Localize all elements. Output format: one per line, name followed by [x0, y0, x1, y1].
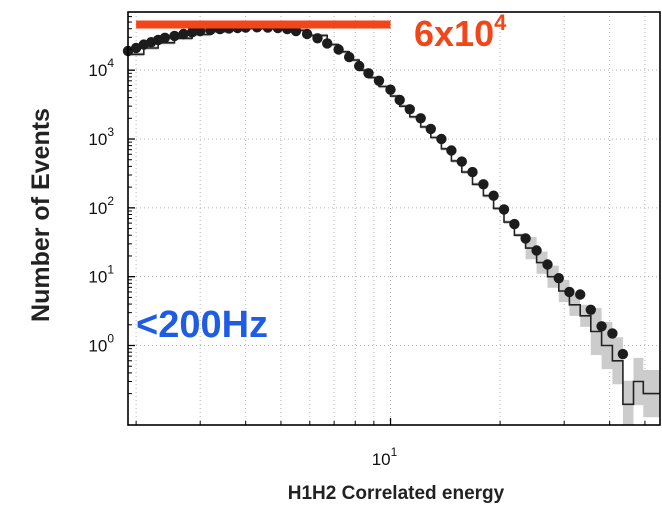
data-point [575, 289, 586, 300]
data-point [553, 273, 564, 284]
data-point [301, 28, 313, 40]
data-point [394, 94, 405, 106]
data-point [467, 166, 478, 178]
peak-label: 6x104 [414, 10, 507, 54]
data-point [585, 304, 596, 315]
data-point [385, 84, 396, 95]
y-tick-label: 100 [88, 332, 114, 356]
data-point [312, 33, 323, 44]
data-point [446, 145, 457, 156]
data-point [617, 348, 629, 360]
y-tick-label: 101 [88, 263, 114, 287]
band-label: <200Hz [136, 304, 268, 346]
data-point [363, 68, 374, 79]
y-tick-label: 103 [88, 125, 114, 149]
x-tick-label: 101 [372, 445, 398, 469]
grid [128, 12, 660, 425]
data-point [478, 179, 489, 190]
data-point [344, 51, 355, 63]
annotations: 6x104 <200Hz [136, 10, 507, 346]
data-point [354, 60, 365, 72]
data-point [404, 104, 415, 115]
data-point [596, 321, 607, 332]
data-point [564, 286, 575, 298]
data-point [333, 44, 344, 55]
data-point [322, 38, 333, 49]
data-point [456, 156, 467, 167]
data-point [542, 259, 553, 270]
data-point [498, 204, 510, 215]
data-point [178, 28, 189, 40]
data-point [415, 113, 426, 124]
y-tick-label: 104 [88, 56, 114, 80]
data-point [531, 245, 542, 256]
y-axis-label: Number of Events [27, 108, 55, 322]
data-point [509, 218, 520, 230]
data-point [373, 75, 385, 87]
data-point [425, 123, 436, 135]
x-axis-label: H1H2 Correlated energy [288, 483, 505, 504]
data-point [169, 30, 180, 42]
data-point [436, 133, 447, 145]
data-point [159, 32, 171, 43]
data-point [186, 27, 198, 38]
data-point [607, 328, 618, 339]
data-point [520, 233, 531, 244]
axis-ticks: 100 101 102 103 104 101 [88, 11, 646, 469]
data-point [488, 190, 499, 201]
y-tick-label: 102 [88, 194, 114, 218]
